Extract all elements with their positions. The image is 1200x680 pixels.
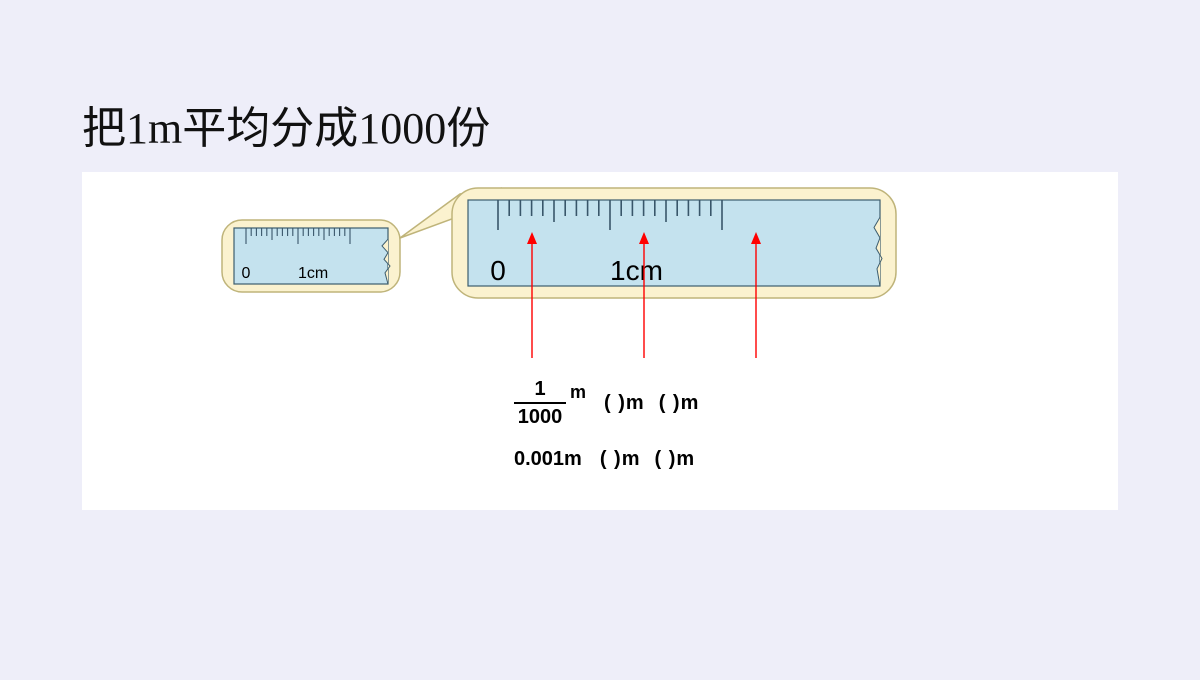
decimal-value: 0.001m — [514, 448, 582, 471]
blank-2: ( )m — [659, 392, 700, 415]
fraction: 1 1000 — [514, 378, 566, 428]
fraction-row: 1 1000 m ( )m ( )m — [514, 376, 713, 430]
svg-text:0: 0 — [242, 265, 251, 282]
blank-1: ( )m — [604, 392, 645, 415]
decimal-row: 0.001m ( )m ( )m — [514, 432, 713, 486]
page-title: 把1m平均分成1000份 — [82, 92, 490, 156]
svg-text:0: 0 — [490, 255, 506, 286]
blank-4: ( )m — [655, 448, 696, 471]
fraction-unit: m — [570, 382, 586, 403]
diagram-panel: 0 1cm 0 1cm 1 1000 m ( )m ( )m 0.001m ( )m … — [82, 172, 1118, 510]
fraction-denominator: 1000 — [518, 406, 563, 428]
svg-text:1cm: 1cm — [610, 255, 663, 286]
fraction-numerator: 1 — [534, 378, 545, 400]
svg-text:1cm: 1cm — [298, 265, 328, 282]
formula-block: 1 1000 m ( )m ( )m 0.001m ( )m ( )m — [514, 376, 713, 486]
fraction-bar — [514, 402, 566, 404]
blank-3: ( )m — [600, 448, 641, 471]
